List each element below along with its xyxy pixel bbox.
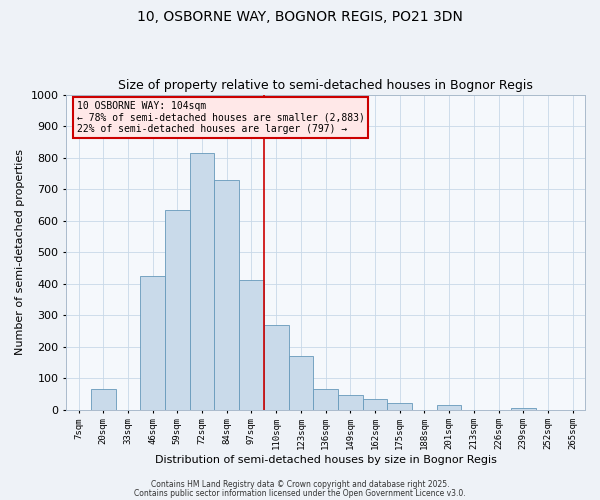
Bar (264, 324, 289, 410)
Bar (239, 280, 264, 409)
Bar (91, 389, 116, 409)
Title: Size of property relative to semi-detached houses in Bognor Regis: Size of property relative to semi-detach… (118, 79, 533, 92)
Bar (511, 408, 536, 410)
Bar (140, 276, 165, 409)
Bar (362, 398, 388, 409)
Text: Contains HM Land Registry data © Crown copyright and database right 2025.: Contains HM Land Registry data © Crown c… (151, 480, 449, 489)
Text: 10, OSBORNE WAY, BOGNOR REGIS, PO21 3DN: 10, OSBORNE WAY, BOGNOR REGIS, PO21 3DN (137, 10, 463, 24)
Bar (388, 404, 412, 409)
Y-axis label: Number of semi-detached properties: Number of semi-detached properties (15, 149, 25, 355)
Text: Contains public sector information licensed under the Open Government Licence v3: Contains public sector information licen… (134, 488, 466, 498)
Bar (313, 389, 338, 409)
Bar (289, 356, 313, 410)
Bar (190, 153, 214, 409)
Text: 10 OSBORNE WAY: 104sqm
← 78% of semi-detached houses are smaller (2,883)
22% of : 10 OSBORNE WAY: 104sqm ← 78% of semi-det… (77, 101, 364, 134)
Bar (214, 180, 239, 410)
Bar (165, 210, 190, 410)
Bar (437, 405, 461, 409)
X-axis label: Distribution of semi-detached houses by size in Bognor Regis: Distribution of semi-detached houses by … (155, 455, 497, 465)
Bar (338, 396, 362, 409)
